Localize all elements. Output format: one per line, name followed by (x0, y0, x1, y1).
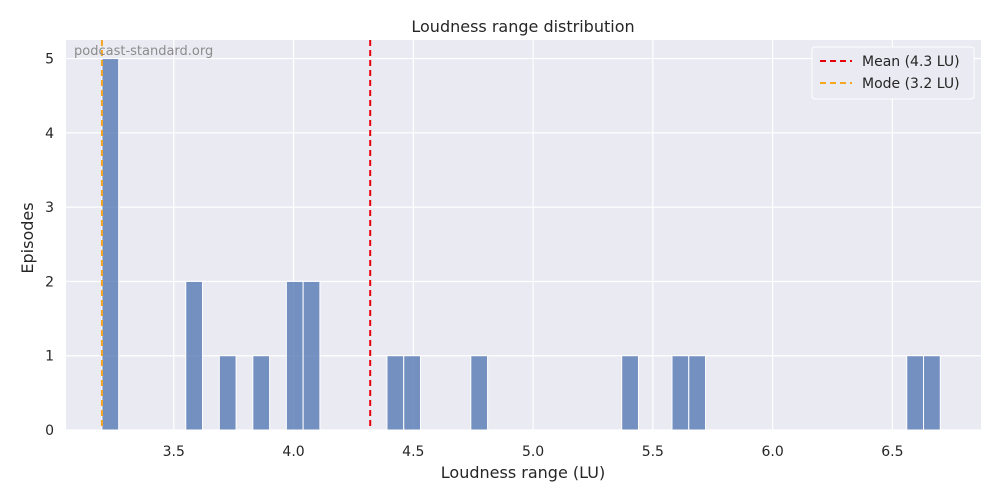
histogram-bar (923, 355, 941, 431)
chart-legend: Mean (4.3 LU) Mode (3.2 LU) (811, 46, 975, 100)
y-tick-labels: 0 1 2 3 4 5 (45, 52, 54, 439)
histogram-bar (218, 355, 237, 431)
x-tick-label: 4.5 (402, 444, 424, 460)
histogram-bar (470, 355, 489, 431)
histogram-bars (101, 58, 941, 431)
x-tick-label: 5.0 (522, 444, 544, 460)
histogram-bar (252, 355, 271, 431)
legend-box (811, 46, 975, 100)
grid-lines (66, 40, 981, 431)
x-tick-label: 3.5 (163, 444, 185, 460)
x-tick-label: 4.0 (282, 444, 304, 460)
histogram-bar (688, 355, 707, 431)
watermark-text: podcast-standard.org (74, 44, 213, 59)
x-tick-label: 6.0 (761, 444, 783, 460)
histogram-bar (386, 355, 405, 431)
histogram-bar (403, 355, 422, 431)
legend-label-mode: Mode (3.2 LU) (862, 76, 960, 92)
histogram-bar (285, 280, 304, 431)
histogram-bar (185, 280, 204, 431)
y-tick-label: 2 (45, 274, 54, 290)
legend-label-mean: Mean (4.3 LU) (862, 54, 960, 70)
reference-lines (100, 40, 372, 430)
histogram-bar (671, 355, 690, 431)
x-tick-label: 5.5 (642, 444, 664, 460)
x-tick-labels: 3.5 4.0 4.5 5.0 5.5 6.0 6.5 (163, 444, 904, 460)
y-tick-label: 3 (45, 200, 54, 216)
histogram-bar (906, 355, 925, 431)
x-tick-label: 6.5 (881, 444, 903, 460)
histogram-bar (302, 280, 321, 431)
chart-title: Loudness range distribution (411, 17, 634, 36)
y-tick-label: 4 (45, 126, 54, 142)
histogram-bar (621, 355, 639, 431)
plot-background (66, 40, 981, 430)
y-axis-title: Episodes (18, 202, 37, 273)
y-tick-label: 1 (45, 349, 54, 365)
x-axis-title: Loudness range (LU) (441, 463, 605, 482)
histogram-bar (101, 58, 120, 431)
y-tick-label: 0 (45, 423, 54, 439)
y-tick-label: 5 (45, 52, 54, 68)
